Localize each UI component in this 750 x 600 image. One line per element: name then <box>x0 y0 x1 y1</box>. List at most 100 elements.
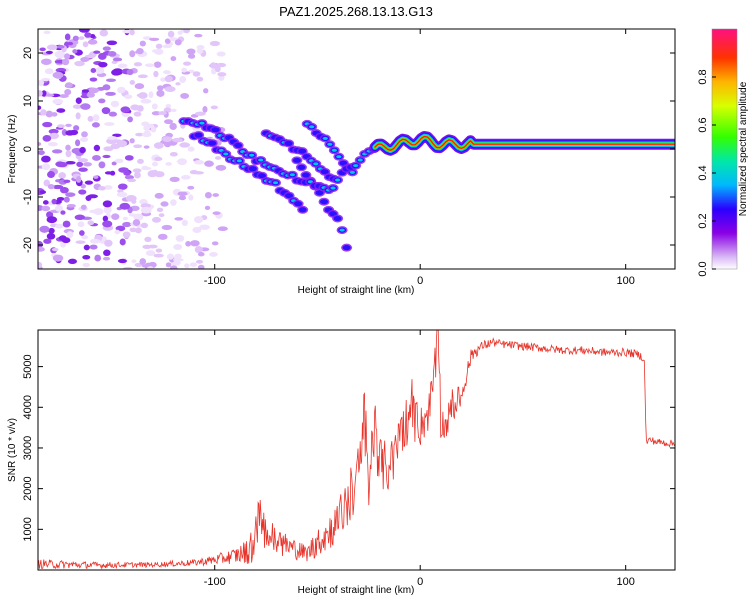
heatmap-noise-blob <box>51 247 59 252</box>
heatmap-noise-blob <box>63 196 70 203</box>
heatmap-noise-blob <box>193 159 205 165</box>
heatmap-noise-blob <box>82 262 91 268</box>
heatmap-noise-blob <box>88 87 100 94</box>
heatmap-noise-blob <box>133 144 143 149</box>
heatmap-noise-blob <box>185 241 192 247</box>
heatmap-noise-blob <box>141 166 152 171</box>
heatmap-noise-blob <box>150 126 157 133</box>
heatmap-noise-blob <box>46 216 58 224</box>
snr-y-tick-label: 5000 <box>22 354 34 378</box>
heatmap-noise-blob <box>147 244 158 249</box>
spectrogram-x-ticks: -100 0 100 <box>204 29 635 287</box>
heatmap-noise-blob <box>41 77 51 82</box>
heatmap-ridge-core <box>249 153 255 157</box>
heatmap-noise-blob <box>65 123 72 127</box>
heatmap-noise-blob <box>102 46 111 51</box>
heatmap-noise-blob <box>117 86 126 94</box>
spectrogram-x-label: Height of straight line (km) <box>298 285 415 296</box>
heatmap-noise-blob <box>93 175 99 179</box>
heatmap-noise-blob <box>192 226 202 234</box>
heatmap-noise-blob <box>199 224 210 230</box>
heatmap-noise-blob <box>63 179 71 184</box>
heatmap-noise-blob <box>94 254 102 262</box>
heatmap-noise-blob <box>155 43 163 49</box>
heatmap-noise-blob <box>84 32 92 38</box>
heatmap-noise-blob <box>209 40 220 47</box>
heatmap-noise-blob <box>124 94 133 100</box>
heatmap-noise-blob <box>39 190 46 195</box>
figure-title: PAZ1.2025.268.13.13.G13 <box>279 4 433 19</box>
spectrogram-y-tick-label: 0 <box>22 146 34 152</box>
heatmap-noise-blob <box>175 82 181 86</box>
heatmap-noise-blob <box>135 132 144 137</box>
heatmap-noise-blob <box>75 240 86 244</box>
heatmap-signal-band-5 <box>374 135 675 151</box>
heatmap-noise-blob <box>82 255 91 260</box>
heatmap-noise-blob <box>190 240 200 247</box>
heatmap-noise-blob <box>194 33 203 38</box>
heatmap-noise-blob <box>164 86 176 93</box>
heatmap-ridge-body <box>342 245 351 251</box>
heatmap-noise-blob <box>188 194 194 201</box>
heatmap-ridge-core <box>349 170 355 174</box>
heatmap-noise-blob <box>93 144 101 152</box>
heatmap-noise-blob <box>79 29 90 33</box>
heatmap-noise-blob <box>75 139 81 147</box>
heatmap-noise-blob <box>117 63 128 69</box>
snr-y-label: SNR (10 * v/v) <box>7 418 18 482</box>
heatmap-noise-blob <box>122 231 131 238</box>
heatmap-noise-blob <box>46 232 56 240</box>
heatmap-noise-blob <box>103 146 114 152</box>
heatmap-noise-blob <box>102 256 111 261</box>
heatmap-noise-blob <box>170 56 177 62</box>
heatmap-layer <box>38 29 675 269</box>
heatmap-noise-blob <box>209 62 217 69</box>
heatmap-noise-blob <box>161 136 173 143</box>
heatmap-noise-blob <box>204 205 211 210</box>
heatmap-noise-blob <box>153 61 162 68</box>
heatmap-noise-blob <box>67 258 77 264</box>
heatmap-noise-blob <box>38 79 45 87</box>
heatmap-noise-blob <box>108 111 118 117</box>
heatmap-noise-blob <box>79 230 85 236</box>
heatmap-ridge-core <box>353 164 359 168</box>
heatmap-noise-blob <box>41 163 51 171</box>
heatmap-noise-blob <box>137 158 144 164</box>
heatmap-noise-blob <box>41 90 47 97</box>
heatmap-noise-blob <box>129 138 135 144</box>
heatmap-noise-blob <box>102 215 109 222</box>
heatmap-noise-blob <box>44 68 54 75</box>
heatmap-noise-blob <box>99 29 109 37</box>
heatmap-noise-blob <box>47 184 55 190</box>
heatmap-noise-blob <box>173 258 184 262</box>
heatmap-noise-blob <box>65 192 76 197</box>
heatmap-noise-blob <box>91 122 100 128</box>
heatmap-noise-blob <box>170 108 177 113</box>
heatmap-noise-blob <box>204 160 214 167</box>
heatmap-noise-blob <box>86 92 95 98</box>
heatmap-noise-blob <box>58 235 67 241</box>
heatmap-noise-blob <box>210 105 218 110</box>
heatmap-noise-blob <box>60 210 66 215</box>
heatmap-ridge-core <box>313 162 319 166</box>
heatmap-noise-blob <box>164 38 171 44</box>
heatmap-noise-blob <box>153 70 159 78</box>
heatmap-noise-blob <box>52 184 64 190</box>
heatmap-noise-blob <box>173 244 183 250</box>
heatmap-noise-blob <box>52 254 64 262</box>
heatmap-ridge-body <box>301 172 310 178</box>
heatmap-noise-blob <box>154 156 163 162</box>
heatmap-ridge-core <box>309 125 315 129</box>
heatmap-noise-blob <box>183 29 191 34</box>
heatmap-noise-blob <box>58 94 69 99</box>
heatmap-noise-blob <box>216 51 226 57</box>
colorbar-gradient <box>712 29 737 269</box>
heatmap-noise-blob <box>48 128 59 135</box>
heatmap-noise-blob <box>196 76 204 82</box>
snr-y-tick-label: 3000 <box>22 436 34 460</box>
heatmap-noise-blob <box>82 41 89 48</box>
heatmap-noise-blob <box>57 124 65 128</box>
heatmap-noise-blob <box>114 158 124 164</box>
heatmap-noise-blob <box>134 83 145 90</box>
